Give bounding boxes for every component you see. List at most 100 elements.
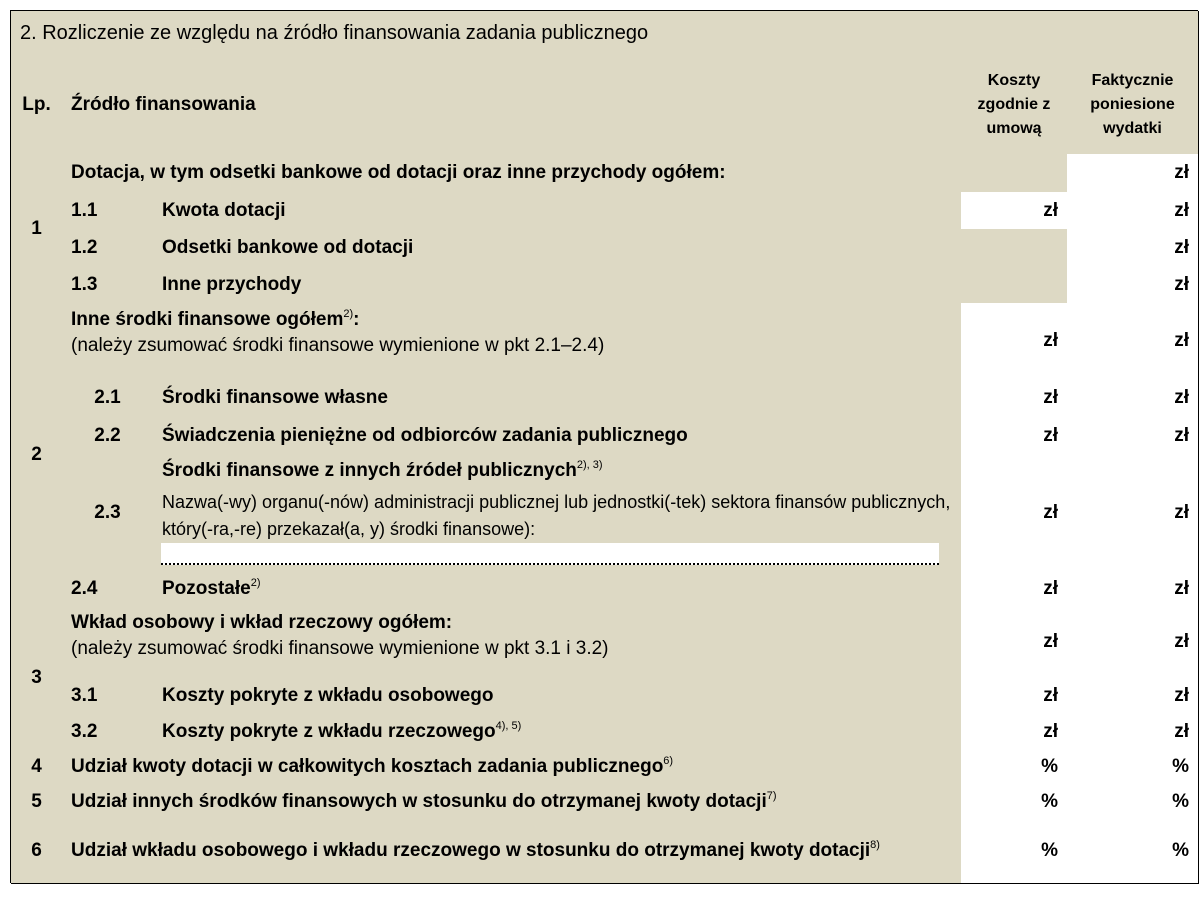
actual-cell: zł [1067,571,1199,607]
lp-cell: 4 [11,750,63,785]
actual-cell: % [1067,784,1199,820]
label: Udział kwoty dotacji w całkowitych koszt… [71,754,673,780]
currency-unit: zł [1043,199,1058,221]
label: Udział wkładu osobowego i wkładu rzeczow… [71,838,880,864]
header-planned: Koszty zgodnie z umową [961,55,1068,155]
currency-unit: zł [1174,630,1189,652]
actual-cell: % [1067,819,1199,884]
header-source: Źródło finansowania [62,55,962,155]
lp-text: 1.2 [71,236,98,258]
label-text: Wkład osobowy i wkład rzeczowy ogółem: [71,612,453,633]
sub-lp-cell: 1.2 [62,229,154,267]
sub-lp-cell: 1.3 [62,266,154,304]
currency-unit: zł [1043,329,1058,351]
actual-cell: zł [1067,154,1199,193]
label-text: Inne przychody [162,273,302,295]
currency-unit: zł [1174,684,1189,706]
sub-lp-cell: 2.3 [62,454,154,572]
currency-unit: zł [1043,577,1058,599]
lp-cell: 3 [11,606,63,751]
fill-in-line [161,543,939,565]
currency-unit: zł [1174,577,1189,599]
currency-unit: % [1172,756,1189,778]
footnote-ref: 4), 5) [495,720,522,733]
label: Koszty pokryte z wkładu rzeczowego4), 5) [162,719,521,745]
lp-text: 3.1 [71,684,98,706]
currency-unit: % [1041,790,1058,812]
lp-text: 2.3 [94,501,121,523]
currency-unit: zł [1174,273,1189,295]
planned-cell: zł [961,714,1068,751]
lp-cell: 2 [11,303,63,607]
label-text: Udział innych środków finansowych w stos… [71,790,767,812]
actual-cell: zł [1067,266,1199,304]
lp-text: 3.2 [71,721,98,743]
currency-unit: zł [1043,386,1058,408]
planned-cell [961,266,1068,304]
currency-unit: zł [1174,386,1189,408]
lp-cell: 1 [11,154,63,304]
currency-unit: zł [1174,501,1189,523]
currency-unit: zł [1043,630,1058,652]
label-text: Środki finansowe z innych źródeł publicz… [162,459,577,481]
lp-text: 2.4 [71,577,98,599]
planned-cell: zł [961,192,1068,230]
currency-unit: zł [1043,721,1058,743]
item-label-cell: Świadczenia pieniężne od odbiorców zadan… [153,417,962,455]
label: Wkład osobowy i wkład rzeczowy ogółem: [71,610,952,636]
planned-cell: zł [961,417,1068,455]
currency-unit: % [1041,840,1058,862]
group-label-cell: Wkład osobowy i wkład rzeczowy ogółem: (n… [62,606,962,678]
currency-unit: zł [1043,501,1058,523]
section-title: 2. Rozliczenie ze względu na źródło fina… [11,11,1199,56]
lp-text: 1 [31,217,42,239]
header-text: Lp. [22,93,51,115]
label-text: Środki finansowe własne [162,386,388,408]
label: Koszty pokryte z wkładu osobowego [162,683,494,709]
planned-cell: zł [961,378,1068,418]
sub-lp-cell: 2.2 [62,417,154,455]
label: Inne środki finansowe ogółem2): [71,307,952,333]
header-text: Faktycznie poniesione wydatki [1090,71,1175,137]
item-label-cell: Pozostałe2) [153,571,962,607]
lp-text: 3 [31,667,42,689]
planned-cell: % [961,784,1068,820]
label-text: Koszty pokryte z wkładu osobowego [162,684,494,706]
footnote-ref: 6) [663,755,674,768]
note-text: (należy zsumować środki finansowe wymien… [71,637,609,659]
label-text: : [353,309,360,330]
actual-cell: zł [1067,714,1199,751]
label-text: Udział wkładu osobowego i wkładu rzeczow… [71,840,871,862]
header-text: Źródło finansowania [71,93,256,115]
currency-unit: zł [1174,236,1189,258]
actual-cell: zł [1067,417,1199,455]
planned-cell [961,154,1068,193]
currency-unit: zł [1174,162,1189,184]
currency-unit: zł [1043,424,1058,446]
footnote-ref: 2) [250,576,261,589]
lp-text: 5 [31,790,42,812]
lp-text: 2 [31,443,42,465]
item-label-cell: Odsetki bankowe od dotacji [153,229,962,267]
settlement-table: 2. Rozliczenie ze względu na źródło fina… [10,10,1199,884]
label-text: Kwota dotacji [162,199,286,221]
sub-lp-cell: 2.4 [62,571,154,607]
label: Inne przychody [162,272,301,298]
group-label-cell: Udział wkładu osobowego i wkładu rzeczow… [62,819,962,884]
label: Środki finansowe z innych źródeł publicz… [162,458,603,484]
actual-cell: zł [1067,677,1199,715]
planned-cell: zł [961,303,1068,379]
currency-unit: zł [1043,684,1058,706]
label-text: Inne środki finansowe ogółem [71,309,344,330]
group-label-cell: Inne środki finansowe ogółem2): (należy z… [62,303,962,379]
label: Kwota dotacji [162,198,286,224]
label-text: Świadczenia pieniężne od odbiorców zadan… [162,424,688,446]
group-label-cell: Udział kwoty dotacji w całkowitych koszt… [62,750,962,785]
lp-text: 2.1 [94,386,121,408]
planned-cell: zł [961,606,1068,678]
currency-unit: % [1041,756,1058,778]
actual-cell: zł [1067,378,1199,418]
group-label-cell: Udział innych środków finansowych w stos… [62,784,962,820]
label-text: Dotacja, w tym odsetki bankowe od dotacj… [71,162,726,184]
